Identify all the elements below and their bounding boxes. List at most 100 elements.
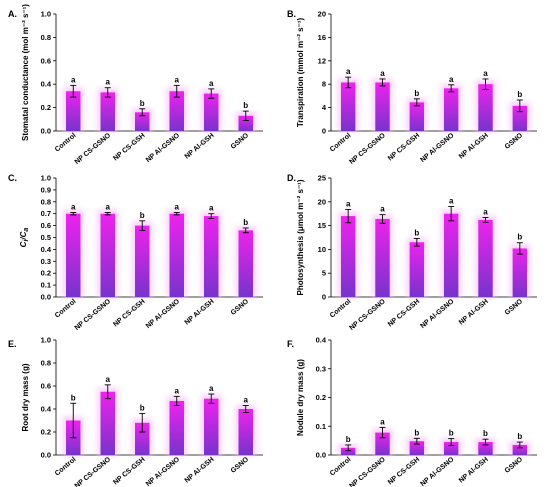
category-label: NP CS-GSNO bbox=[74, 298, 113, 332]
category-label: GSNO bbox=[504, 132, 525, 151]
category-label: NP Al-GSNO bbox=[419, 132, 456, 164]
bar bbox=[409, 242, 425, 297]
y-tick-label: 0.8 bbox=[41, 197, 51, 206]
bar bbox=[238, 230, 253, 297]
y-tick-label: 0.2 bbox=[41, 269, 51, 278]
significance-letter: a bbox=[106, 375, 111, 384]
bar bbox=[204, 398, 219, 455]
category-label: NP CS-GSNO bbox=[74, 456, 113, 487]
y-tick-label: 1.0 bbox=[41, 174, 51, 183]
category-label: NP Al-GSNO bbox=[419, 298, 456, 330]
y-tick-label: 0.1 bbox=[41, 281, 51, 290]
chart-panel-f: F. Nodule dry mass (g) 0.0 0.1 0.2 0.3 0.4 b Con… bbox=[287, 336, 537, 487]
bar bbox=[135, 225, 150, 297]
bar bbox=[238, 409, 253, 455]
significance-letter: a bbox=[106, 78, 111, 87]
category-label: Control bbox=[329, 298, 353, 319]
category-label: NP Al-GSNO bbox=[419, 456, 456, 487]
category-label: NP Al-GSNO bbox=[145, 456, 182, 487]
significance-letter: b bbox=[517, 233, 522, 242]
y-tick-label: 10 bbox=[318, 245, 326, 254]
y-axis-label: Root dry mass (g) bbox=[21, 363, 30, 431]
y-tick-label: 5 bbox=[322, 269, 326, 278]
y-tick-label: 25 bbox=[318, 174, 326, 183]
y-axis-label: Photosynthesis (μmol m⁻² s⁻¹) bbox=[296, 179, 305, 295]
significance-letter: a bbox=[106, 203, 111, 212]
category-label: NP Al-GSH bbox=[458, 456, 490, 484]
y-tick-label: 0.0 bbox=[41, 293, 51, 302]
bar bbox=[66, 91, 81, 131]
bar bbox=[100, 213, 115, 297]
panel-label: B. bbox=[287, 9, 296, 19]
significance-letter: a bbox=[209, 204, 214, 213]
category-label: GSNO bbox=[230, 298, 251, 317]
category-label: Control bbox=[329, 456, 353, 477]
y-tick-label: 0.9 bbox=[41, 185, 51, 194]
bar bbox=[340, 447, 356, 455]
category-label: NP Al-GSNO bbox=[145, 132, 182, 164]
bar bbox=[135, 422, 150, 455]
bar bbox=[340, 216, 356, 297]
significance-letter: b bbox=[414, 228, 419, 237]
significance-letter: b bbox=[449, 429, 454, 438]
y-tick-label: 0.0 bbox=[316, 451, 326, 460]
bar bbox=[100, 92, 115, 131]
category-label: NP CS-GSNO bbox=[348, 132, 387, 166]
panel-label: D. bbox=[287, 173, 296, 183]
y-axis-label: Ci/Ca bbox=[19, 228, 30, 248]
category-label: NP Al-GSH bbox=[184, 132, 216, 160]
panel-label: F. bbox=[287, 339, 294, 349]
category-label: NP CS-GSNO bbox=[348, 456, 387, 487]
significance-letter: b bbox=[140, 404, 145, 413]
significance-letter: b bbox=[346, 435, 351, 444]
category-label: NP CS-GSNO bbox=[74, 132, 113, 166]
chart-panel-c: C. Ci/Ca 0.0 0.1 0.2 0.3 0.4 0.5 0.6 0.7 0.8 0.9 1.0… bbox=[8, 173, 263, 332]
y-tick-label: 0.7 bbox=[41, 209, 51, 218]
bar bbox=[135, 112, 150, 131]
category-label: NP Al-GSH bbox=[458, 298, 490, 326]
significance-letter: a bbox=[346, 199, 351, 208]
y-tick-label: 8 bbox=[322, 80, 326, 89]
significance-letter: a bbox=[209, 384, 214, 393]
significance-letter: a bbox=[380, 205, 385, 214]
category-label: NP CS-GSH bbox=[112, 132, 146, 162]
category-label: GSNO bbox=[230, 456, 251, 475]
significance-letter: b bbox=[140, 211, 145, 220]
y-tick-label: 1.0 bbox=[41, 10, 51, 19]
category-label: NP Al-GSH bbox=[184, 298, 216, 326]
significance-letter: a bbox=[483, 208, 488, 217]
y-tick-label: 0.2 bbox=[41, 428, 51, 437]
significance-letter: a bbox=[175, 203, 180, 212]
bar bbox=[238, 115, 253, 131]
category-label: NP CS-GSH bbox=[387, 298, 421, 328]
y-tick-label: 0.8 bbox=[41, 33, 51, 42]
significance-letter: a bbox=[483, 69, 488, 78]
significance-letter: a bbox=[175, 75, 180, 84]
y-tick-label: 0.4 bbox=[41, 245, 52, 254]
y-tick-label: 0.4 bbox=[41, 80, 52, 89]
category-label: Control bbox=[329, 132, 353, 153]
panel-label: A. bbox=[8, 9, 17, 19]
bar bbox=[478, 442, 493, 455]
y-tick-label: 0.2 bbox=[41, 103, 51, 112]
chart-panel-d: D.Photosynthesis (μmol m⁻² s⁻¹) 0 5 10 15 20 2… bbox=[287, 173, 537, 332]
bar bbox=[169, 400, 184, 455]
y-tick-label: 0.0 bbox=[41, 451, 51, 460]
panel-label: E. bbox=[8, 339, 17, 349]
category-label: Control bbox=[54, 456, 78, 477]
significance-letter: b bbox=[71, 393, 76, 402]
category-label: NP CS-GSH bbox=[112, 456, 146, 486]
y-axis-label: Nodule dry mass (g) bbox=[296, 359, 305, 436]
category-label: GSNO bbox=[230, 132, 251, 151]
y-axis-label: Stomatal conductance (mol m⁻² s⁻¹) bbox=[21, 4, 30, 141]
significance-letter: b bbox=[414, 428, 419, 437]
y-tick-label: 4 bbox=[322, 103, 327, 112]
bar bbox=[443, 213, 459, 297]
bar bbox=[340, 82, 356, 131]
y-tick-label: 20 bbox=[318, 197, 326, 206]
bar bbox=[169, 91, 184, 131]
bar bbox=[204, 216, 219, 297]
y-tick-label: 0.6 bbox=[41, 382, 51, 391]
bar bbox=[443, 442, 459, 455]
y-tick-label: 0.3 bbox=[316, 364, 326, 373]
